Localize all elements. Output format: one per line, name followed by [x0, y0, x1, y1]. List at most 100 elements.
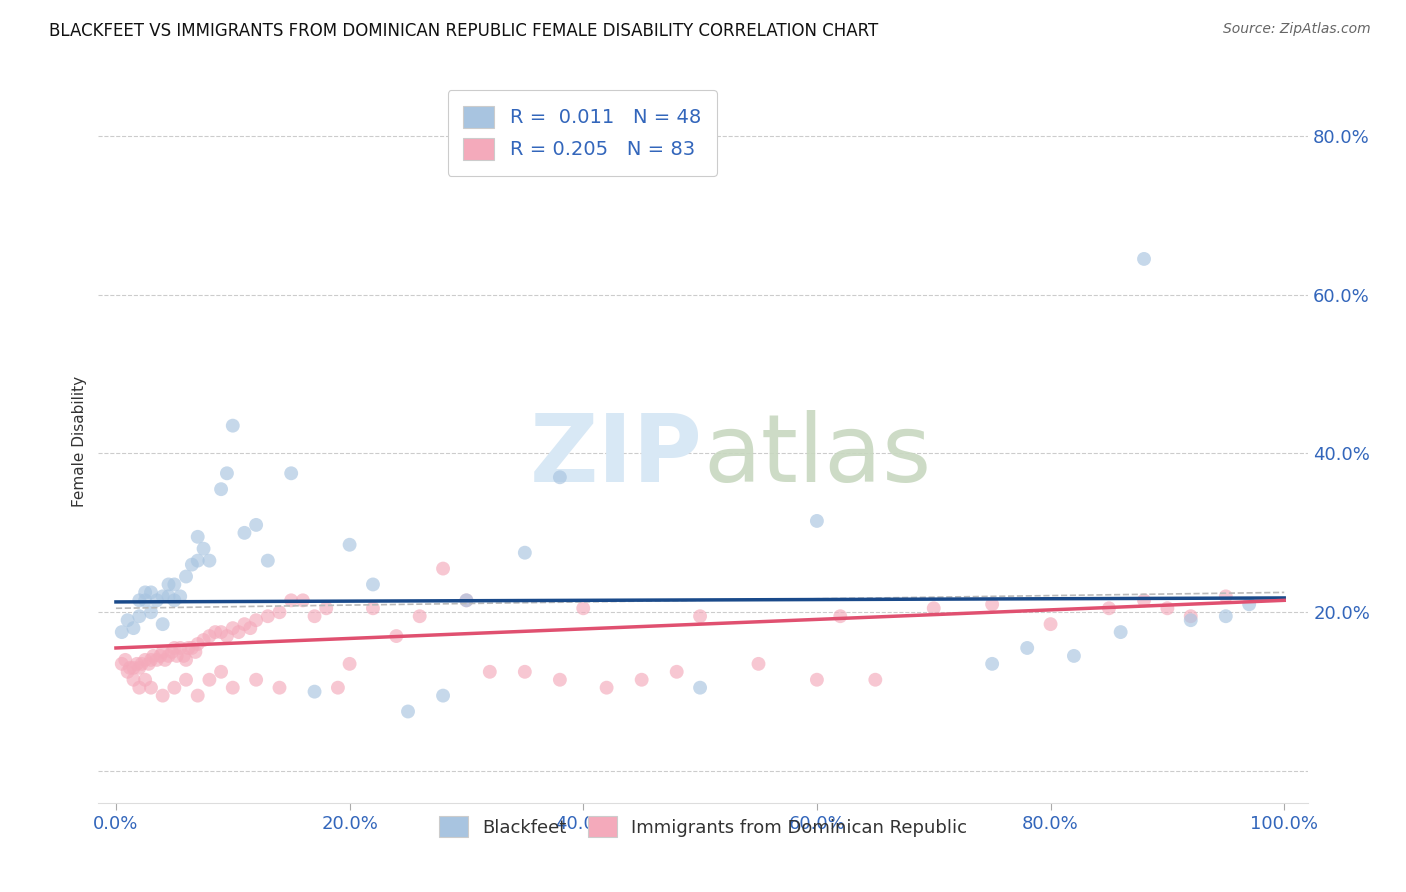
Point [548, 470, 571, 484]
Point [209, 482, 232, 496]
Text: atlas: atlas [703, 410, 931, 502]
Point [1098, 601, 1121, 615]
Point [256, 554, 278, 568]
Point [1180, 609, 1202, 624]
Point [122, 661, 145, 675]
Point [339, 657, 361, 671]
Point [117, 613, 139, 627]
Point [981, 597, 1004, 611]
Point [138, 657, 160, 671]
Point [1039, 617, 1062, 632]
Point [198, 673, 221, 687]
Point [163, 681, 186, 695]
Point [166, 648, 188, 663]
Point [215, 629, 238, 643]
Point [111, 625, 134, 640]
Point [134, 653, 156, 667]
Point [233, 525, 256, 540]
Point [806, 673, 828, 687]
Point [180, 558, 202, 572]
Point [169, 640, 191, 655]
Point [1156, 601, 1178, 615]
Point [131, 657, 153, 671]
Point [122, 673, 145, 687]
Point [117, 665, 139, 679]
Point [122, 621, 145, 635]
Point [146, 593, 169, 607]
Point [174, 673, 197, 687]
Point [245, 673, 267, 687]
Point [304, 684, 326, 698]
Point [111, 657, 134, 671]
Point [174, 653, 197, 667]
Point [139, 681, 162, 695]
Point [233, 617, 256, 632]
Point [339, 538, 361, 552]
Point [157, 648, 180, 663]
Point [513, 665, 536, 679]
Point [174, 569, 197, 583]
Point [432, 561, 454, 575]
Point [245, 613, 267, 627]
Point [222, 418, 245, 433]
Point [239, 621, 262, 635]
Point [139, 585, 162, 599]
Point [361, 601, 384, 615]
Point [304, 609, 326, 624]
Point [432, 689, 454, 703]
Point [1215, 609, 1237, 624]
Point [222, 621, 245, 635]
Point [193, 541, 215, 556]
Point [572, 601, 595, 615]
Point [228, 625, 250, 640]
Point [209, 665, 232, 679]
Point [152, 689, 174, 703]
Point [326, 681, 349, 695]
Point [630, 673, 652, 687]
Point [163, 640, 186, 655]
Point [1109, 625, 1132, 640]
Point [128, 661, 150, 675]
Point [134, 593, 156, 607]
Point [361, 577, 384, 591]
Point [187, 637, 209, 651]
Point [689, 681, 711, 695]
Point [456, 593, 478, 607]
Point [981, 657, 1004, 671]
Point [187, 689, 209, 703]
Point [128, 681, 150, 695]
Point [163, 577, 186, 591]
Legend: Blackfeet, Immigrants from Dominican Republic: Blackfeet, Immigrants from Dominican Rep… [432, 809, 974, 845]
Point [456, 593, 478, 607]
Point [595, 681, 617, 695]
Point [187, 530, 209, 544]
Point [513, 546, 536, 560]
Point [146, 653, 169, 667]
Point [177, 640, 200, 655]
Point [1180, 613, 1202, 627]
Point [315, 601, 337, 615]
Point [114, 653, 136, 667]
Point [204, 625, 226, 640]
Point [149, 648, 172, 663]
Point [128, 609, 150, 624]
Point [865, 673, 887, 687]
Point [747, 657, 769, 671]
Point [187, 554, 209, 568]
Point [142, 648, 165, 663]
Point [409, 609, 432, 624]
Point [198, 629, 221, 643]
Point [134, 585, 156, 599]
Point [153, 653, 176, 667]
Point [163, 593, 186, 607]
Y-axis label: Female Disability: Female Disability [72, 376, 87, 508]
Point [157, 590, 180, 604]
Point [180, 640, 202, 655]
Point [1133, 593, 1156, 607]
Point [128, 593, 150, 607]
Point [548, 673, 571, 687]
Point [478, 665, 501, 679]
Point [280, 593, 302, 607]
Point [160, 645, 183, 659]
Point [152, 590, 174, 604]
